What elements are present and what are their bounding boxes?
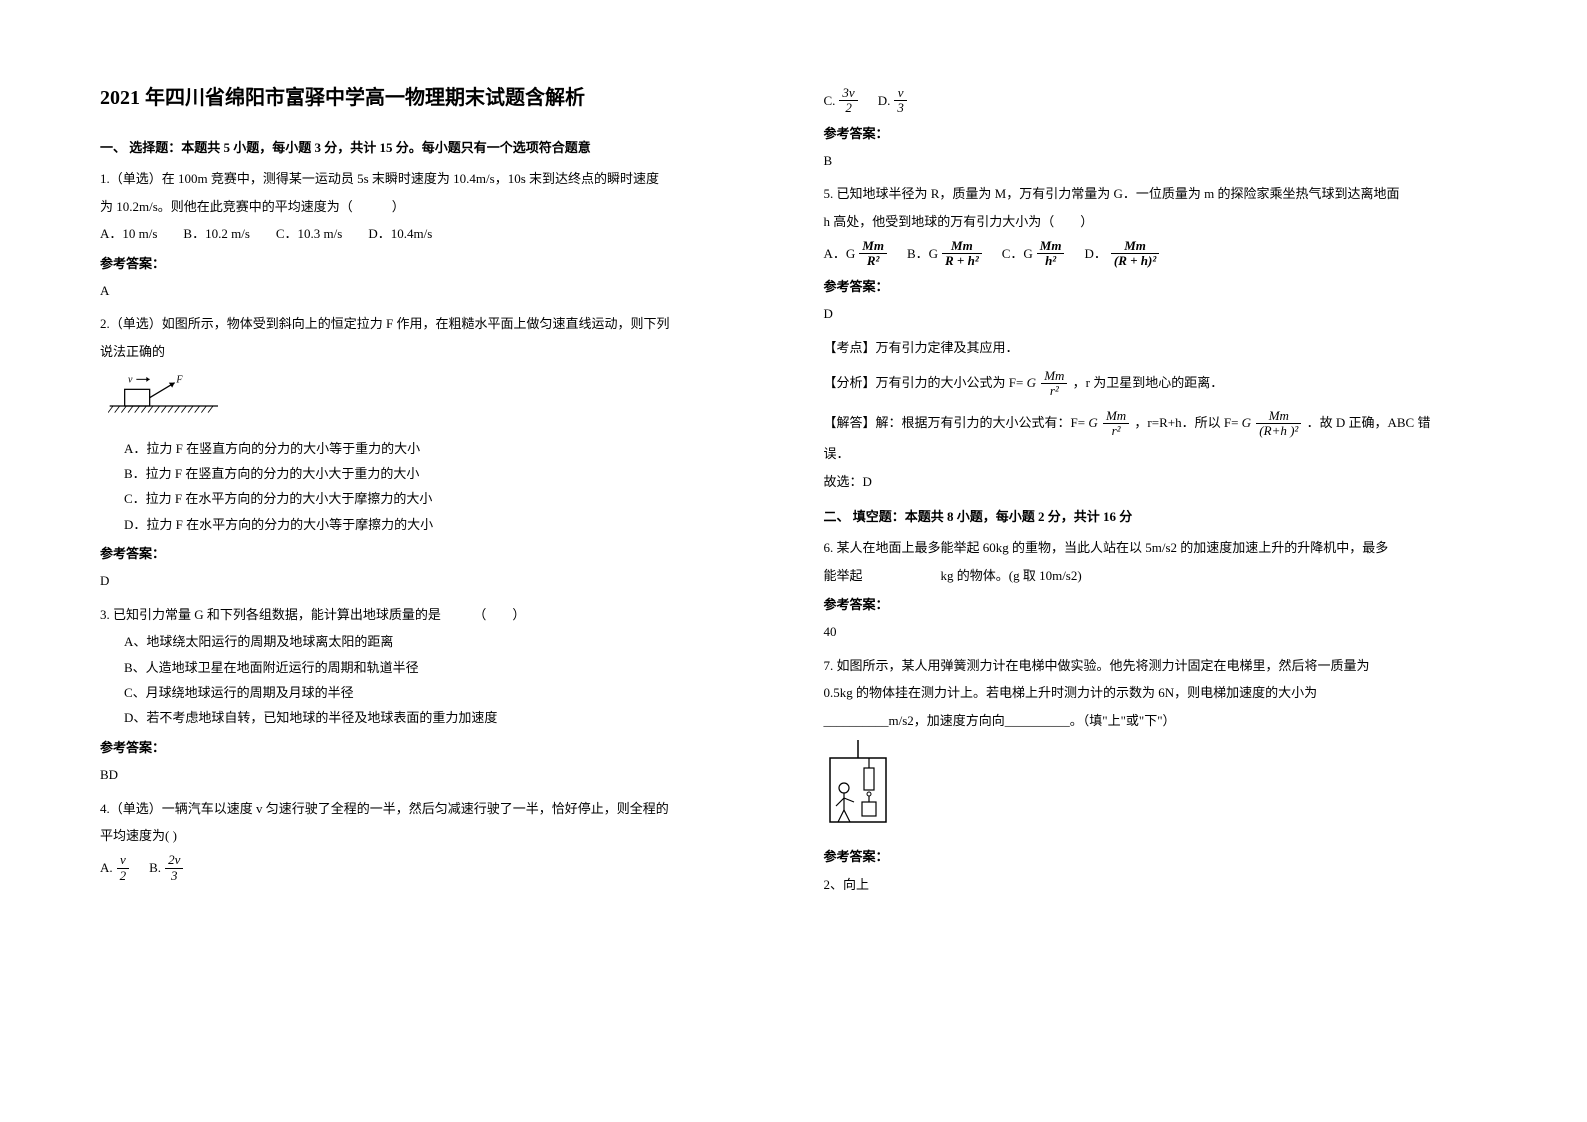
q7-answer-label: 参考答案： <box>824 845 1488 868</box>
q4-optA-fraction: v 2 <box>117 853 130 883</box>
q1-answer: A <box>100 279 764 302</box>
q5-line2: h 高处，他受到地球的万有引力大小为（ ） <box>824 210 1488 233</box>
q2-line1: 2.（单选）如图所示，物体受到斜向上的恒定拉力 F 作用，在粗糙水平面上做匀速直… <box>100 312 764 335</box>
q5-options: A．G Mm R² B．G Mm R + h² C．G Mm h² <box>824 239 1488 269</box>
q6-answer-label: 参考答案： <box>824 593 1488 616</box>
page-title: 2021 年四川省绵阳市富驿中学高一物理期末试题含解析 <box>100 80 764 116</box>
q6-line2: 能举起 kg 的物体。(g 取 10m/s2) <box>824 564 1488 587</box>
question-2: 2.（单选）如图所示，物体受到斜向上的恒定拉力 F 作用，在粗糙水平面上做匀速直… <box>100 312 764 593</box>
section2-header: 二、 填空题：本题共 8 小题，每小题 2 分，共计 16 分 <box>824 505 1488 528</box>
q5-kp: 【考点】万有引力定律及其应用． <box>824 336 1488 359</box>
q5-optD-fraction: Mm (R + h)² <box>1111 239 1159 269</box>
q4-options-ab: A. v 2 B. 2v 3 <box>100 853 764 883</box>
q5-optA-label: A．G <box>824 242 856 265</box>
q5-jd-line1: 【解答】解：根据万有引力的大小公式有：F= G Mm r² ，r=R+h．所以 … <box>824 409 1488 439</box>
q2-line2: 说法正确的 <box>100 340 764 363</box>
q2-optA: A．拉力 F 在竖直方向的分力的大小等于重力的大小 <box>100 437 764 460</box>
question-6: 6. 某人在地面上最多能举起 60kg 的重物，当此人站在以 5m/s2 的加速… <box>824 536 1488 644</box>
q5-fx-fraction: Mm r² <box>1041 369 1067 399</box>
q7-line3: __________m/s2，加速度方向向__________。（填"上"或"下… <box>824 709 1488 732</box>
q4-answer: B <box>824 149 1488 172</box>
q2-answer-label: 参考答案： <box>100 542 764 565</box>
q4-optD-fraction: v 3 <box>894 86 907 116</box>
q4-answer-label: 参考答案： <box>824 122 1488 145</box>
q1-line1: 1.（单选）在 100m 竞赛中，测得某一运动员 5s 末瞬时速度为 10.4m… <box>100 167 764 190</box>
elevator-diagram-icon <box>824 740 894 830</box>
q5-jd-line3: 故选：D <box>824 470 1488 493</box>
svg-text:v: v <box>128 375 133 386</box>
q5-jd-frac2: Mm (R+h )² <box>1256 409 1301 439</box>
question-4: 4.（单选）一辆汽车以速度 v 匀速行驶了全程的一半，然后匀减速行驶了一半，恰好… <box>100 797 764 883</box>
q5-fx: 【分析】万有引力的大小公式为 F= G Mm r² ，r 为卫星到地心的距离． <box>824 369 1488 399</box>
q2-optB: B．拉力 F 在竖直方向的分力的大小大于重力的大小 <box>100 462 764 485</box>
right-column: C. 3v 2 D. v 3 参考答案： B 5. 已知地球半径为 R，质量为 … <box>824 80 1488 1042</box>
q7-line1: 7. 如图所示，某人用弹簧测力计在电梯中做实验。他先将测力计固定在电梯里，然后将… <box>824 654 1488 677</box>
q4-optB-label: B. <box>149 856 161 879</box>
q4-optB-fraction: 2v 3 <box>165 853 183 883</box>
q5-optB-fraction: Mm R + h² <box>942 239 982 269</box>
q4-line1: 4.（单选）一辆汽车以速度 v 匀速行驶了全程的一半，然后匀减速行驶了一半，恰好… <box>100 797 764 820</box>
force-diagram-icon: v F <box>108 371 228 421</box>
question-5: 5. 已知地球半径为 R，质量为 M，万有引力常量为 G．一位质量为 m 的探险… <box>824 182 1488 493</box>
q4-optC-fraction: 3v 2 <box>839 86 857 116</box>
q4-options-cd: C. 3v 2 D. v 3 <box>824 86 1488 116</box>
q2-diagram: v F <box>108 371 764 428</box>
q3-answer: BD <box>100 763 764 786</box>
q6-line1: 6. 某人在地面上最多能举起 60kg 的重物，当此人站在以 5m/s2 的加速… <box>824 536 1488 559</box>
q1-line2: 为 10.2m/s。则他在此竞赛中的平均速度为（ ） <box>100 195 764 218</box>
q5-optC-fraction: Mm h² <box>1037 239 1065 269</box>
q1-answer-label: 参考答案： <box>100 252 764 275</box>
section1-header: 一、 选择题：本题共 5 小题，每小题 3 分，共计 15 分。每小题只有一个选… <box>100 136 764 159</box>
q2-answer: D <box>100 569 764 592</box>
q3-answer-label: 参考答案： <box>100 736 764 759</box>
question-1: 1.（单选）在 100m 竞赛中，测得某一运动员 5s 末瞬时速度为 10.4m… <box>100 167 764 302</box>
q7-line2: 0.5kg 的物体挂在测力计上。若电梯上升时测力计的示数为 6N，则电梯加速度的… <box>824 681 1488 704</box>
q6-answer: 40 <box>824 620 1488 643</box>
left-column: 2021 年四川省绵阳市富驿中学高一物理期末试题含解析 一、 选择题：本题共 5… <box>100 80 764 1042</box>
q2-optC: C．拉力 F 在水平方向的分力的大小大于摩擦力的大小 <box>100 487 764 510</box>
q4-optA-label: A. <box>100 856 113 879</box>
q7-diagram <box>824 740 1488 837</box>
q5-line1: 5. 已知地球半径为 R，质量为 M，万有引力常量为 G．一位质量为 m 的探险… <box>824 182 1488 205</box>
q5-jd-frac1: Mm r² <box>1103 409 1129 439</box>
q4-optD-label: D. <box>878 89 891 112</box>
question-7: 7. 如图所示，某人用弹簧测力计在电梯中做实验。他先将测力计固定在电梯里，然后将… <box>824 654 1488 896</box>
question-3: 3. 已知引力常量 G 和下列各组数据，能计算出地球质量的是 （ ） A、地球绕… <box>100 603 764 787</box>
q3-optC: C、月球绕地球运行的周期及月球的半径 <box>100 681 764 704</box>
q5-answer-label: 参考答案： <box>824 275 1488 298</box>
q3-optA: A、地球绕太阳运行的周期及地球离太阳的距离 <box>100 630 764 653</box>
q1-options: A．10 m/s B．10.2 m/s C．10.3 m/s D．10.4m/s <box>100 222 764 245</box>
q4-optC-label: C. <box>824 89 836 112</box>
svg-text:F: F <box>175 375 183 386</box>
q3-optB: B、人造地球卫星在地面附近运行的周期和轨道半径 <box>100 656 764 679</box>
q5-jd-line2: 误． <box>824 442 1488 465</box>
q4-line2: 平均速度为( ) <box>100 824 764 847</box>
q3-text: 3. 已知引力常量 G 和下列各组数据，能计算出地球质量的是 （ ） <box>100 603 764 626</box>
q3-optD: D、若不考虑地球自转，已知地球的半径及地球表面的重力加速度 <box>100 706 764 729</box>
q5-answer: D <box>824 302 1488 325</box>
q2-optD: D．拉力 F 在水平方向的分力的大小等于摩擦力的大小 <box>100 513 764 536</box>
q5-optD-label: D． <box>1084 242 1106 265</box>
q5-optA-fraction: Mm R² <box>859 239 887 269</box>
q5-optC-label: C．G <box>1002 242 1033 265</box>
q7-answer: 2、向上 <box>824 873 1488 896</box>
q5-optB-label: B．G <box>907 242 938 265</box>
